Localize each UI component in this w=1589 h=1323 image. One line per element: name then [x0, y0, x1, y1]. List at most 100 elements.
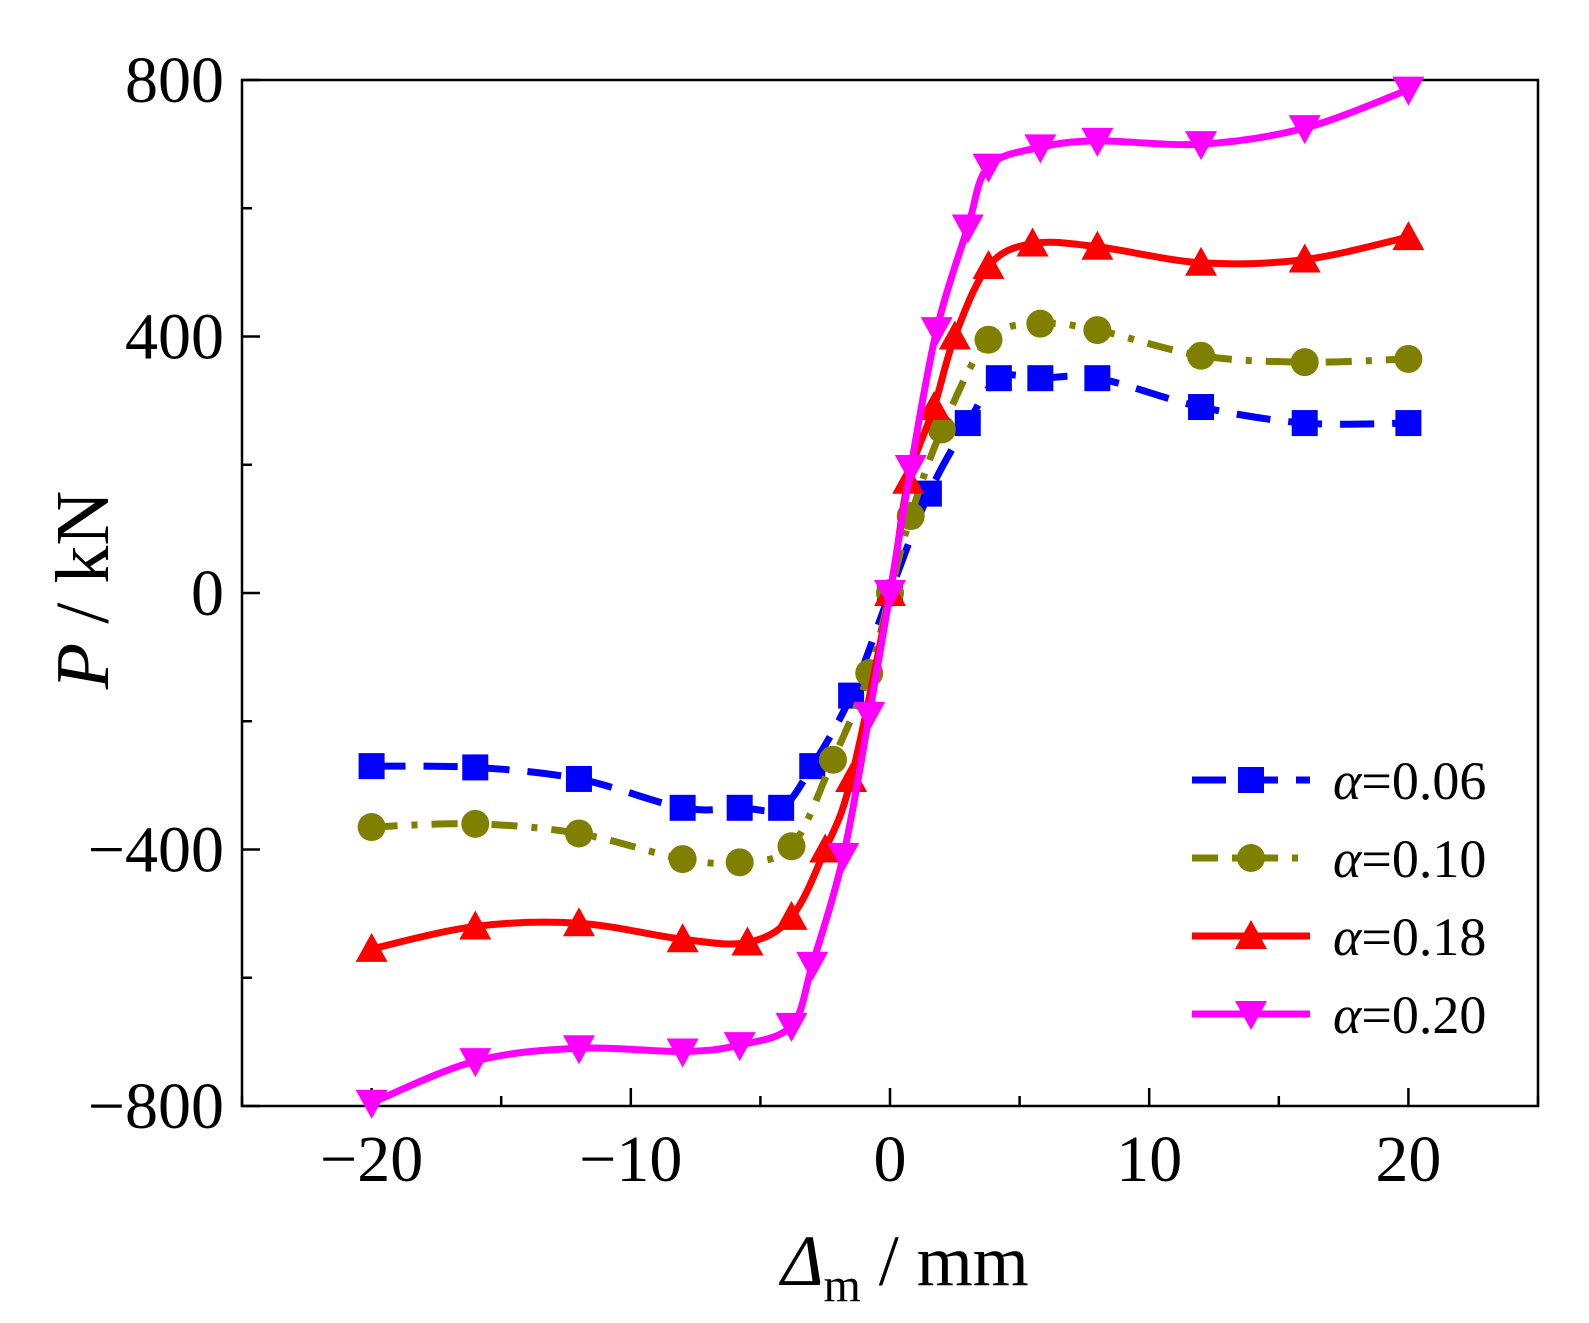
- data-point: [731, 926, 764, 956]
- data-point: [1185, 246, 1218, 276]
- legend-label: α=0.06: [1333, 751, 1486, 811]
- x-tick-label: −10: [579, 1123, 682, 1196]
- data-point: [927, 415, 956, 444]
- data-point: [725, 848, 754, 877]
- data-point: [1288, 115, 1321, 145]
- series-triangle-down: [355, 76, 1425, 1119]
- legend: α=0.06α=0.10α=0.18α=0.20: [1192, 751, 1486, 1045]
- tick-labels: −20 −10 0 10 20 −800 −400 0 400 800: [88, 44, 1442, 1196]
- legend-label: α=0.18: [1333, 907, 1486, 967]
- data-point: [918, 391, 951, 421]
- data-point: [355, 1089, 388, 1119]
- x-tick-label: 0: [874, 1123, 907, 1196]
- data-point: [954, 410, 981, 437]
- legend-label: α=0.10: [1333, 829, 1486, 889]
- data-point: [723, 1032, 756, 1062]
- x-axis-symbol: Δ: [778, 1221, 823, 1301]
- data-point: [972, 153, 1005, 183]
- data-point: [775, 1012, 808, 1042]
- data-point: [827, 842, 860, 872]
- data-point: [1084, 365, 1111, 392]
- data-point: [1288, 243, 1321, 273]
- legend-swatch-marker: [1238, 767, 1264, 793]
- data-point: [1016, 227, 1049, 257]
- data-point: [355, 932, 388, 962]
- series-layer: [355, 76, 1425, 1119]
- legend-item: α=0.06: [1192, 751, 1486, 811]
- data-point: [768, 794, 795, 821]
- y-tick-label: 0: [191, 557, 224, 630]
- y-tick-label: −400: [88, 814, 224, 887]
- data-point: [938, 320, 971, 350]
- data-point: [1081, 127, 1114, 157]
- data-point: [666, 923, 699, 953]
- data-point: [1185, 131, 1218, 161]
- axis-ticks: [240, 78, 1540, 1108]
- data-point: [775, 900, 808, 930]
- data-point: [562, 907, 595, 937]
- legend-item: α=0.18: [1192, 907, 1486, 967]
- data-point: [668, 845, 697, 874]
- data-point: [818, 745, 847, 774]
- y-tick-label: −800: [88, 1070, 224, 1143]
- data-point: [1187, 341, 1216, 370]
- data-point: [974, 325, 1003, 354]
- legend-label: α=0.20: [1333, 985, 1486, 1045]
- x-tick-label: −20: [320, 1123, 423, 1196]
- data-point: [809, 833, 842, 863]
- data-point: [1188, 394, 1215, 421]
- y-axis-unit: / kN: [41, 491, 125, 643]
- data-point: [459, 910, 492, 940]
- x-axis-unit: / mm: [861, 1221, 1029, 1301]
- data-point: [666, 1038, 699, 1068]
- data-point: [1291, 410, 1318, 437]
- data-point: [1024, 134, 1057, 164]
- data-point: [459, 1048, 492, 1078]
- data-point: [462, 754, 489, 781]
- data-point: [874, 580, 906, 609]
- data-point: [951, 214, 984, 244]
- data-point: [1027, 365, 1054, 392]
- data-point: [1081, 230, 1114, 260]
- data-point: [1290, 348, 1319, 377]
- data-point: [564, 819, 593, 848]
- legend-value: =0.20: [1361, 985, 1486, 1045]
- data-point: [985, 365, 1012, 392]
- x-tick-label: 20: [1375, 1123, 1441, 1196]
- legend-greek: α: [1333, 829, 1363, 889]
- data-point: [972, 249, 1005, 279]
- x-axis-subscript: m: [823, 1259, 860, 1312]
- legend-value: =0.10: [1361, 829, 1486, 889]
- legend-greek: α: [1333, 985, 1363, 1045]
- y-axis-title: P / kN: [41, 491, 125, 690]
- legend-swatch-marker: [1235, 920, 1267, 949]
- data-point: [1394, 344, 1423, 373]
- data-point: [853, 701, 886, 731]
- legend-greek: α: [1333, 751, 1363, 811]
- data-point: [894, 454, 927, 484]
- data-point: [1392, 76, 1425, 106]
- legend-swatch-marker: [1237, 844, 1265, 872]
- legend-swatch-marker: [1235, 1001, 1267, 1030]
- legend-value: =0.06: [1361, 751, 1486, 811]
- data-point: [777, 832, 806, 861]
- legend-item: α=0.10: [1192, 829, 1486, 889]
- y-tick-label: 400: [125, 301, 224, 374]
- data-point: [565, 765, 592, 792]
- data-point: [669, 794, 696, 821]
- x-tick-label: 10: [1116, 1123, 1182, 1196]
- legend-greek: α: [1333, 907, 1363, 967]
- data-point: [726, 794, 753, 821]
- y-axis-symbol: P: [41, 643, 125, 690]
- data-point: [461, 809, 490, 838]
- data-point: [796, 951, 829, 981]
- data-point: [357, 813, 386, 842]
- data-point: [562, 1035, 595, 1065]
- data-point: [1026, 309, 1055, 338]
- y-tick-label: 800: [125, 44, 224, 117]
- data-point: [358, 753, 385, 780]
- data-point: [1392, 221, 1425, 251]
- x-axis-title: Δm / mm: [778, 1221, 1029, 1312]
- data-point: [1395, 410, 1422, 437]
